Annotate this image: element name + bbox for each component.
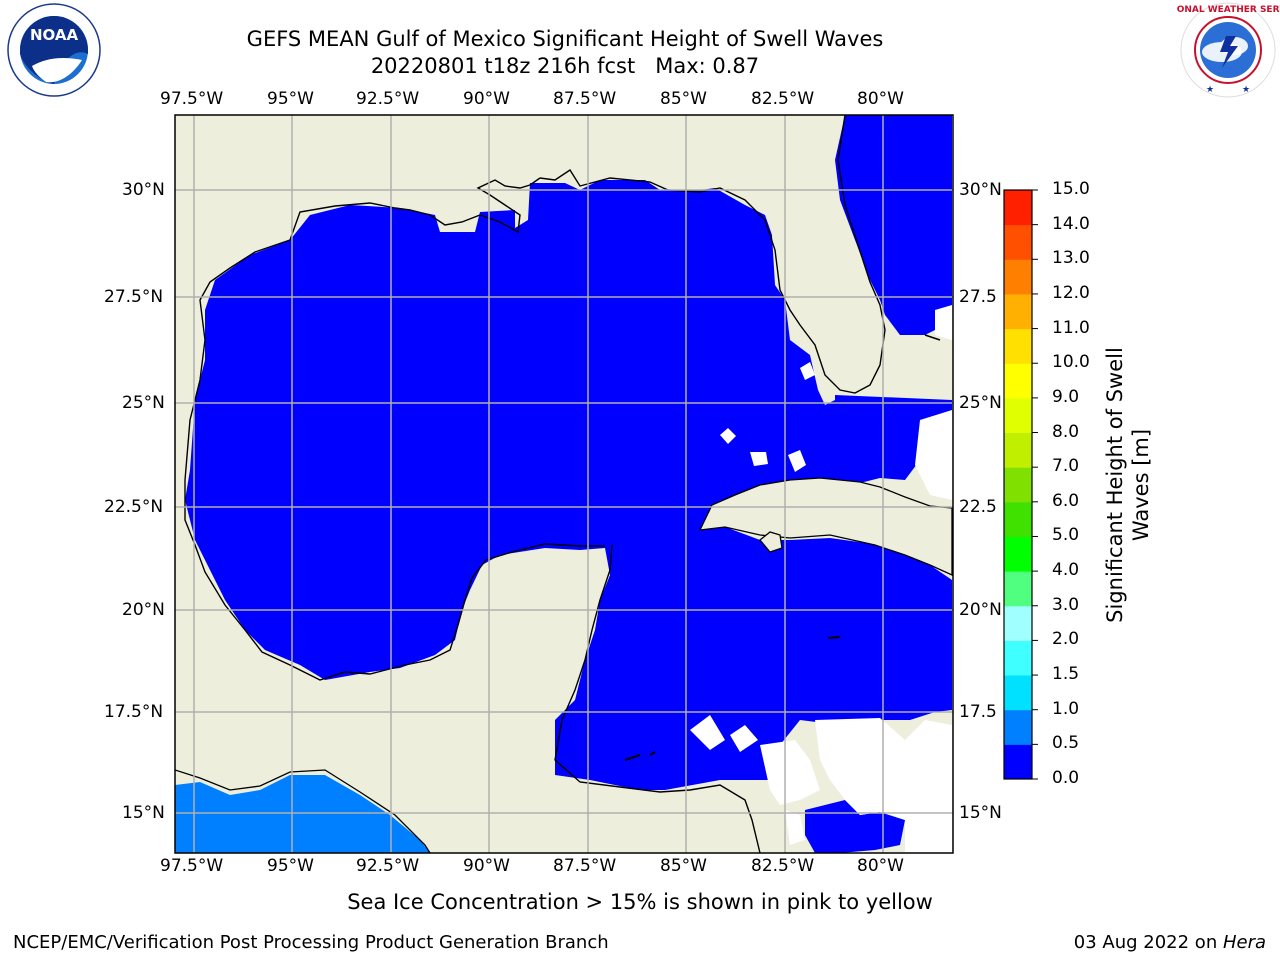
lat-label: 22.5 <box>959 497 997 517</box>
lon-label: 97.5°W <box>160 89 224 109</box>
colorbar <box>1003 189 1038 780</box>
lat-label: 25°N <box>959 393 1002 413</box>
colorbar-segment <box>1004 363 1032 399</box>
lon-label: 95°W <box>267 89 314 109</box>
lon-label: 82.5°W <box>751 89 815 109</box>
nws-logo-ring-text: NATIONAL WEATHER SERVICE <box>1176 5 1280 15</box>
colorbar-tick-label: 4.0 <box>1052 560 1080 581</box>
colorbar-tick-label: 12.0 <box>1052 282 1090 303</box>
colorbar-tick-label: 8.0 <box>1052 421 1080 442</box>
nws-logo: NATIONAL WEATHER SERVICE ★ ★ <box>1176 2 1280 98</box>
footer-credit: NCEP/EMC/Verification Post Processing Pr… <box>13 932 609 953</box>
footer-date-text: 03 Aug 2022 on <box>1073 932 1223 953</box>
colorbar-tick-label: 10.0 <box>1052 352 1090 373</box>
colorbar-segment <box>1004 675 1032 711</box>
colorbar-segment <box>1004 328 1032 364</box>
noaa-logo: NOAA <box>7 3 101 97</box>
sea-ice-note: Sea Ice Concentration > 15% is shown in … <box>347 890 933 914</box>
colorbar-segment <box>1004 467 1032 503</box>
lon-label: 87.5°W <box>553 856 617 876</box>
lat-label: 27.5°N <box>104 287 164 307</box>
lat-label: 17.5°N <box>104 702 164 722</box>
lon-label: 80°W <box>857 89 904 109</box>
colorbar-tick-label: 13.0 <box>1052 248 1090 269</box>
colorbar-tick-label: 6.0 <box>1052 490 1080 511</box>
colorbar-tick-label: 9.0 <box>1052 386 1080 407</box>
footer-date: 03 Aug 2022 on Hera <box>1074 932 1266 953</box>
svg-text:★: ★ <box>1206 85 1214 95</box>
colorbar-segment <box>1004 605 1032 641</box>
colorbar-label: Significant Height of Swell Waves [m] <box>1103 347 1153 623</box>
colorbar-tick-label: 14.0 <box>1052 213 1090 234</box>
colorbar-tick-label: 3.0 <box>1052 594 1080 615</box>
colorbar-segment <box>1004 640 1032 676</box>
colorbar-segment <box>1004 744 1032 780</box>
colorbar-tick-label: 1.5 <box>1052 664 1080 685</box>
chart-run-info: 20220801 t18z 216h fcst Max: 0.87 <box>370 54 760 78</box>
colorbar-tick-label: 11.0 <box>1052 317 1090 338</box>
lat-label: 30°N <box>959 180 1002 200</box>
colorbar-segment <box>1004 397 1032 434</box>
lon-label: 97.5°W <box>160 856 224 876</box>
lat-label: 30°N <box>122 180 165 200</box>
colorbar-tick-label: 0.5 <box>1052 733 1080 754</box>
pacific-water <box>175 775 430 853</box>
svg-text:★: ★ <box>1242 85 1250 95</box>
graticule <box>175 115 953 853</box>
colorbar-segment <box>1004 293 1032 330</box>
atlantic-water <box>835 115 952 335</box>
footer-host: Hera <box>1222 932 1266 953</box>
lon-label: 87.5°W <box>553 89 617 109</box>
lon-label: 82.5°W <box>751 856 815 876</box>
lat-label: 22.5°N <box>104 497 164 517</box>
colorbar-segment <box>1004 259 1032 295</box>
colorbar-tick-label: 1.0 <box>1052 698 1080 719</box>
lat-label: 17.5 <box>959 702 997 722</box>
gulf-water <box>185 180 952 790</box>
lon-label: 92.5°W <box>356 856 420 876</box>
lon-label: 90°W <box>463 856 510 876</box>
colorbar-segment <box>1004 432 1032 468</box>
colorbar-tick-label: 0.0 <box>1052 768 1080 788</box>
lon-label: 90°W <box>463 89 510 109</box>
colorbar-segment <box>1004 501 1032 537</box>
lat-label: 15°N <box>122 803 165 823</box>
lon-label: 85°W <box>660 856 707 876</box>
lon-label: 95°W <box>267 856 314 876</box>
colorbar-segment <box>1004 709 1032 745</box>
lat-label: 25°N <box>122 393 165 413</box>
colorbar-tick-label: 7.0 <box>1052 456 1080 477</box>
lat-label: 27.5 <box>959 287 997 307</box>
map-frame <box>174 114 954 854</box>
lat-label: 20°N <box>959 600 1002 620</box>
colorbar-segment <box>1004 571 1032 607</box>
lon-label: 80°W <box>857 856 904 876</box>
noaa-logo-text: NOAA <box>30 26 79 44</box>
lon-label: 92.5°W <box>356 89 420 109</box>
lon-label: 85°W <box>660 89 707 109</box>
colorbar-segment <box>1004 536 1032 572</box>
colorbar-tick-label: 5.0 <box>1052 525 1080 546</box>
lat-label: 20°N <box>122 600 165 620</box>
colorbar-segment <box>1004 190 1032 226</box>
lat-label: 15°N <box>959 803 1002 823</box>
colorbar-tick-label: 2.0 <box>1052 629 1080 650</box>
colorbar-segment <box>1004 224 1032 260</box>
colorbar-tick-label: 15.0 <box>1052 179 1090 199</box>
chart-title: GEFS MEAN Gulf of Mexico Significant Hei… <box>246 27 884 51</box>
